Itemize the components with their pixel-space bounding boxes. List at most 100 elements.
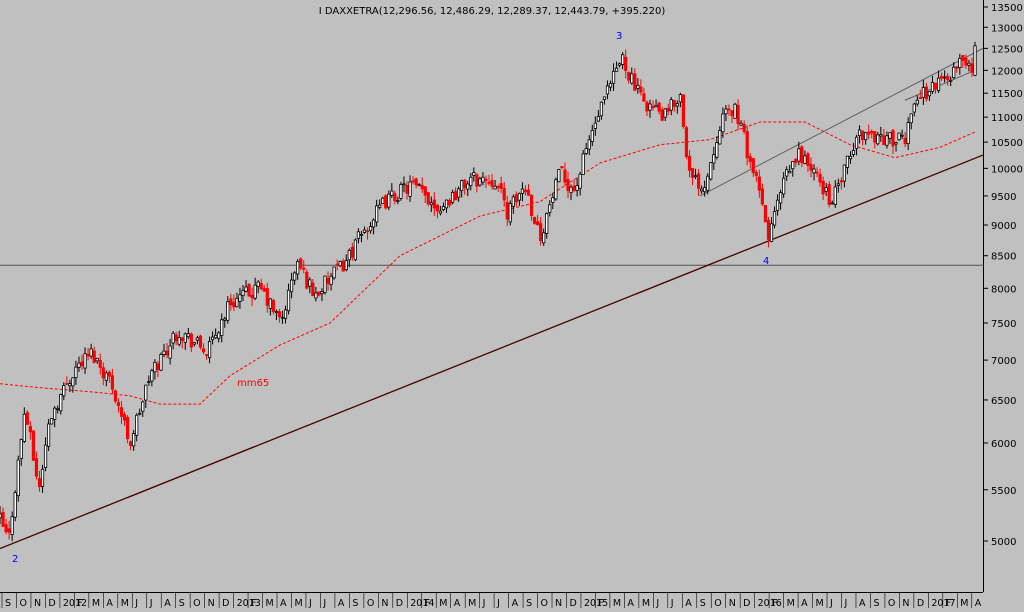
- x-tick-label: A: [106, 598, 113, 608]
- candle-up: [542, 232, 546, 244]
- y-tick-label: 9000: [991, 221, 1016, 232]
- candle-down: [800, 146, 804, 164]
- candle-down: [529, 194, 534, 216]
- candle-down: [299, 258, 303, 269]
- candle-up: [195, 337, 200, 341]
- x-tick-label: O: [367, 598, 374, 608]
- candle-down: [122, 413, 127, 421]
- candle-up: [912, 103, 916, 113]
- x-tick-label: M: [613, 598, 621, 608]
- candle-up: [347, 250, 351, 261]
- candle-down: [262, 288, 266, 292]
- x-tick-label: J: [670, 598, 674, 608]
- x-tick-label: M: [92, 598, 100, 608]
- candle-up: [256, 281, 260, 287]
- candle-up: [879, 134, 883, 137]
- candle-down: [384, 195, 388, 209]
- candle-down: [763, 205, 768, 223]
- candle-down: [28, 426, 32, 433]
- candle-up: [381, 197, 385, 204]
- candle-down: [125, 416, 130, 440]
- candle-up: [217, 332, 221, 339]
- candle-up: [171, 332, 175, 344]
- candle-down: [119, 407, 124, 417]
- candle-up: [936, 77, 941, 91]
- candle-up: [703, 187, 707, 193]
- candle-up: [812, 168, 816, 174]
- candle-up: [481, 176, 485, 183]
- candle-up: [235, 297, 239, 308]
- candle-down: [405, 184, 409, 194]
- candle-down: [302, 267, 306, 270]
- candle-up: [581, 153, 585, 175]
- candle-up: [669, 99, 673, 111]
- candle-down: [277, 311, 282, 318]
- candle-down: [107, 371, 111, 377]
- candle-down: [271, 300, 275, 312]
- x-tick-label: A: [859, 598, 866, 608]
- x-tick-label: M: [266, 598, 274, 608]
- candle-down: [736, 104, 740, 124]
- candle-up: [214, 334, 218, 339]
- x-tick-label: A: [627, 598, 634, 608]
- candle-up: [733, 103, 737, 119]
- candle-down: [365, 230, 370, 233]
- candle-down: [499, 183, 503, 189]
- candle-up: [429, 202, 433, 206]
- candle-down: [393, 193, 397, 202]
- candle-down: [539, 223, 543, 242]
- candle-up: [663, 108, 667, 118]
- candles-layer: [0, 41, 977, 542]
- x-tick-label: M: [439, 598, 447, 608]
- candle-up: [359, 233, 364, 236]
- candle-up: [469, 176, 473, 186]
- candle-down: [129, 441, 133, 446]
- candle-up: [836, 183, 840, 186]
- candle-up: [356, 231, 361, 239]
- x-tick-label: 2015: [584, 598, 608, 608]
- candle-down: [447, 200, 452, 206]
- candle-down: [924, 86, 929, 100]
- candle-down: [815, 171, 819, 174]
- candle-down: [204, 354, 209, 356]
- candle-up: [675, 103, 679, 107]
- moving-average-line: [0, 121, 976, 405]
- x-tick-label: D: [743, 598, 750, 608]
- candle-down: [311, 282, 315, 297]
- candle-up: [71, 377, 75, 387]
- x-tick-label: O: [19, 598, 26, 608]
- candle-down: [326, 277, 330, 284]
- candle-up: [46, 423, 51, 447]
- x-tick-label: S: [352, 598, 358, 608]
- x-tick-label: A: [685, 598, 692, 608]
- price-axis-panel: [983, 0, 1024, 608]
- x-tick-label: J: [843, 598, 847, 608]
- candle-up: [472, 172, 476, 176]
- candle-up: [593, 122, 597, 129]
- y-tick-label: 12500: [991, 44, 1023, 55]
- candle-up: [520, 188, 525, 194]
- candle-down: [7, 528, 11, 533]
- candle-up: [220, 319, 224, 336]
- candle-up: [864, 132, 868, 141]
- candle-up: [289, 279, 294, 293]
- candle-down: [639, 86, 643, 93]
- candle-down: [766, 220, 771, 240]
- candle-down: [189, 333, 193, 348]
- candle-up: [40, 468, 45, 487]
- candle-up: [605, 85, 610, 95]
- candle-down: [821, 180, 825, 195]
- candle-up: [168, 345, 172, 359]
- candle-down: [651, 106, 655, 108]
- candle-up: [709, 162, 713, 180]
- candle-up: [268, 298, 272, 309]
- x-tick-label: M: [816, 598, 824, 608]
- candle-up: [83, 353, 87, 369]
- x-tick-label: 2014: [410, 598, 434, 608]
- candle-down: [411, 180, 415, 183]
- candle-down: [86, 353, 90, 357]
- y-tick-label: 7500: [991, 319, 1016, 330]
- x-tick-label: A: [975, 598, 982, 608]
